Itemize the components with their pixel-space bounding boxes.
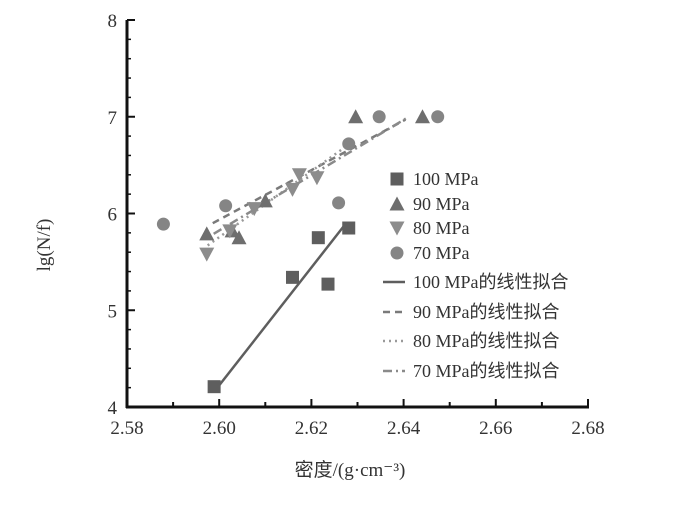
legend-label: 80 MPa的线性拟合 — [413, 331, 560, 351]
data-point — [372, 110, 386, 124]
data-point — [309, 171, 325, 186]
data-point — [199, 226, 215, 241]
data-point — [291, 168, 307, 183]
legend-label: 80 MPa — [413, 218, 470, 238]
legend-marker — [390, 172, 404, 186]
data-point — [342, 137, 356, 151]
legend-label: 100 MPa的线性拟合 — [413, 272, 569, 292]
y-tick-label: 7 — [108, 108, 118, 129]
legend-marker — [389, 196, 405, 211]
data-point — [156, 217, 170, 231]
x-tick-label: 2.66 — [479, 418, 512, 439]
axes: 2.58 2.60 2.62 2.64 2.66 2.68 4 5 6 7 8 — [108, 11, 605, 439]
legend-marker — [390, 246, 404, 260]
x-tick-label: 2.68 — [571, 418, 604, 439]
x-tick-label: 2.62 — [295, 418, 328, 439]
data-point — [342, 221, 356, 235]
x-tick-label: 2.58 — [110, 418, 143, 439]
fit-line — [218, 224, 346, 386]
y-tick-label: 6 — [108, 205, 118, 226]
data-point — [321, 277, 335, 291]
data-point — [415, 109, 431, 124]
data-point — [348, 109, 364, 124]
legend: 100 MPa 90 MPa 80 MPa 70 MPa 100 MPa的线性拟合 90 … — [383, 169, 569, 381]
data-point — [246, 202, 262, 217]
data-point — [284, 182, 300, 197]
legend-label: 100 MPa — [413, 169, 479, 189]
legend-label: 70 MPa — [413, 243, 470, 263]
legend-marker — [389, 221, 405, 236]
fit-line — [212, 118, 407, 225]
data-point — [222, 224, 238, 239]
data-point — [219, 199, 233, 213]
legend-label: 90 MPa — [413, 194, 470, 214]
x-tick-label: 2.64 — [387, 418, 421, 439]
fit-line — [213, 116, 408, 235]
data-point — [231, 230, 247, 245]
y-axis-label: lg(N/f) — [34, 219, 55, 272]
data-point — [207, 380, 221, 394]
fit-lines — [206, 116, 408, 386]
y-tick-label: 4 — [108, 398, 118, 419]
data-point — [311, 231, 325, 245]
x-tick-label: 2.60 — [203, 418, 236, 439]
data-point — [285, 270, 299, 284]
legend-label: 90 MPa的线性拟合 — [413, 302, 560, 322]
legend-label: 70 MPa的线性拟合 — [413, 361, 560, 381]
data-point — [431, 110, 445, 124]
y-tick-label: 5 — [108, 301, 118, 322]
data-point — [199, 247, 215, 262]
y-tick-label: 8 — [108, 11, 118, 32]
data-point — [332, 196, 346, 210]
x-axis-label: 密度/(g·cm⁻³) — [295, 459, 406, 481]
data-points — [156, 109, 445, 394]
data-point — [257, 193, 273, 208]
